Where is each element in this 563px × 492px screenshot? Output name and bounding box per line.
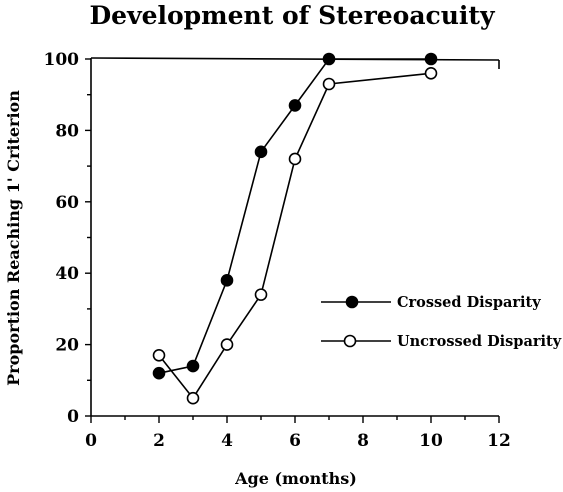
- y-tick-label: 60: [55, 193, 79, 213]
- x-tick-label: 0: [85, 431, 97, 451]
- legend-label-uncrossed: Uncrossed Disparity: [397, 333, 562, 350]
- y-tick-label: 0: [67, 407, 79, 427]
- data-point-uncrossed: [322, 77, 336, 91]
- data-point-crossed: [322, 52, 336, 66]
- x-tick-label: 12: [487, 431, 511, 451]
- data-point-uncrossed: [288, 152, 302, 166]
- chart-title: Development of Stereoacuity: [89, 1, 495, 30]
- y-tick-label: 40: [55, 264, 79, 284]
- data-point-crossed: [288, 99, 302, 112]
- plot-top-border: [90, 57, 500, 61]
- x-tick-label: 4: [221, 431, 233, 451]
- data-point-uncrossed: [254, 288, 268, 301]
- data-point-crossed: [220, 274, 234, 287]
- x-tick-label: 10: [419, 431, 443, 451]
- x-axis-label: Age (months): [234, 469, 357, 488]
- data-point-uncrossed: [152, 349, 166, 362]
- legend-label-crossed: Crossed Disparity: [397, 294, 541, 311]
- x-tick-label: 8: [357, 431, 369, 451]
- legend-marker-uncrossed: [343, 334, 357, 348]
- legend-marker-crossed: [345, 295, 359, 309]
- series-layer: [152, 52, 438, 405]
- x-axis: 0 2 4 6 8 10 12: [85, 416, 511, 451]
- y-tick-label: 80: [55, 121, 79, 141]
- y-axis: 0 20 40 60 80 100: [44, 50, 91, 427]
- x-tick-label: 6: [289, 431, 301, 451]
- data-point-crossed: [186, 359, 200, 373]
- data-point-crossed: [152, 366, 166, 380]
- data-point-crossed: [424, 52, 438, 66]
- legend: Crossed Disparity Uncrossed Disparity: [321, 294, 562, 350]
- data-point-uncrossed: [220, 338, 234, 351]
- y-tick-label: 20: [55, 336, 79, 356]
- x-tick-label: 2: [153, 431, 165, 451]
- y-tick-label: 100: [44, 50, 80, 70]
- data-point-crossed: [254, 145, 268, 159]
- data-point-uncrossed: [424, 66, 438, 80]
- data-point-uncrossed: [186, 391, 200, 405]
- y-axis-label: Proportion Reaching 1' Criterion: [4, 90, 23, 386]
